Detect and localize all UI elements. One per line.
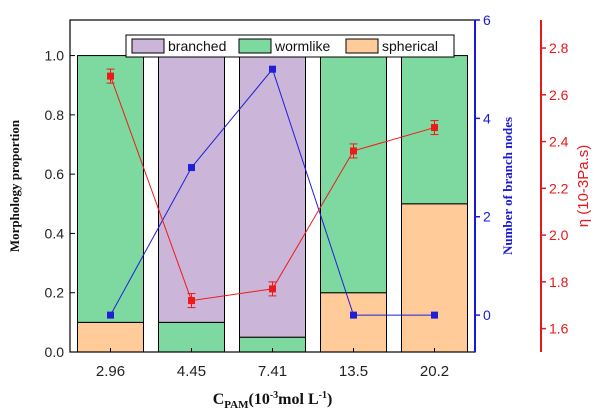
branch-nodes-axis-tick-label: 2: [483, 209, 491, 225]
bar-spherical-3: [320, 292, 387, 353]
x-axis-title-unit-end: ): [327, 391, 332, 408]
x-axis-tick-label: 2.96: [96, 363, 125, 380]
x-axis-title-unit-sup: -3: [270, 390, 278, 401]
viscosity-axis-tick-label: 2.6: [549, 87, 569, 103]
viscosity-axis-tick-label: 1.8: [549, 274, 569, 290]
x-axis-title-main: C: [213, 391, 225, 408]
viscosity-axis: 1.6 1.8 2.0 2.2 2.4 2.6 2.8: [540, 20, 569, 352]
x-axis-tick-label: 13.5: [339, 363, 368, 380]
x-axis-tick-label: 7.41: [258, 363, 287, 380]
viscosity-point: [188, 297, 195, 305]
x-axis-title-unit-pre: (10: [249, 391, 270, 408]
branch-nodes-axis-tick-label: 4: [483, 110, 491, 126]
x-axis-title-unit-post: mol L: [278, 391, 318, 408]
branch-nodes-point: [107, 311, 114, 319]
branch-nodes-axis-tick-label: 6: [483, 12, 491, 28]
bar-wormlike-3: [320, 55, 387, 294]
viscosity-point: [269, 285, 276, 293]
lines-layer: [106, 65, 439, 319]
bar-wormlike-0: [77, 55, 144, 323]
viscosity-axis-tick-label: 2.8: [549, 40, 569, 56]
viscosity-axis-title: η (10-3Pa.s): [575, 145, 592, 228]
viscosity-axis-tick-label: 1.6: [549, 321, 569, 337]
bar-spherical-4: [401, 203, 468, 353]
branch-nodes-point: [269, 65, 276, 73]
left-axis-title: Morphology proportion: [7, 119, 22, 252]
x-axis-title-sub: PAM: [224, 399, 249, 411]
branch-nodes-point: [431, 311, 438, 319]
branch-nodes-axis-title: Number of branch nodes: [500, 117, 515, 255]
legend: branched wormlike spherical: [125, 34, 455, 58]
bars-layer: [77, 55, 468, 353]
viscosity-axis-tick-label: 2.0: [549, 227, 569, 243]
viscosity-axis-tick-label: 2.2: [549, 180, 569, 196]
x-axis-tick-label: 4.45: [177, 363, 206, 380]
left-axis-tick-label: 0.8: [45, 107, 65, 123]
legend-swatch-branched: [131, 38, 165, 54]
legend-label-spherical: spherical: [382, 38, 438, 54]
branch-nodes-axis: 0 2 4 6: [474, 12, 491, 352]
x-axis-title: CPAM(10-3mol L-1): [213, 390, 333, 411]
viscosity-point: [431, 124, 438, 132]
x-axis-title-unit-sup2: -1: [319, 390, 327, 401]
left-axis-tick-label: 0.2: [45, 285, 65, 301]
branch-nodes-point: [188, 164, 195, 172]
bar-spherical-0: [77, 321, 144, 353]
viscosity-axis-title-text: η (10-3Pa.s): [575, 145, 592, 228]
left-axis-tick-label: 1.0: [45, 48, 65, 64]
x-axis-tick-label: 20.2: [420, 363, 449, 380]
left-axis-tick-label: 0.6: [45, 166, 65, 182]
branch-nodes-point: [350, 311, 357, 319]
legend-label-wormlike: wormlike: [274, 38, 330, 54]
legend-label-branched: branched: [168, 38, 226, 54]
legend-swatch-spherical: [345, 38, 379, 54]
bar-branched-1: [158, 55, 225, 323]
viscosity-point: [107, 72, 114, 80]
x-axis: 2.96 4.45 7.41 13.5 20.2: [96, 348, 449, 380]
viscosity-point: [350, 147, 357, 155]
bar-wormlike-1: [158, 321, 225, 353]
legend-swatch-wormlike: [238, 38, 272, 54]
left-axis-tick-label: 0.4: [45, 225, 65, 241]
left-axis: 0.0 0.2 0.4 0.6 0.8 1.0: [45, 48, 75, 360]
left-axis-tick-label: 0.0: [45, 344, 65, 360]
viscosity-axis-tick-label: 2.4: [549, 134, 569, 150]
branch-nodes-axis-tick-label: 0: [483, 307, 491, 323]
